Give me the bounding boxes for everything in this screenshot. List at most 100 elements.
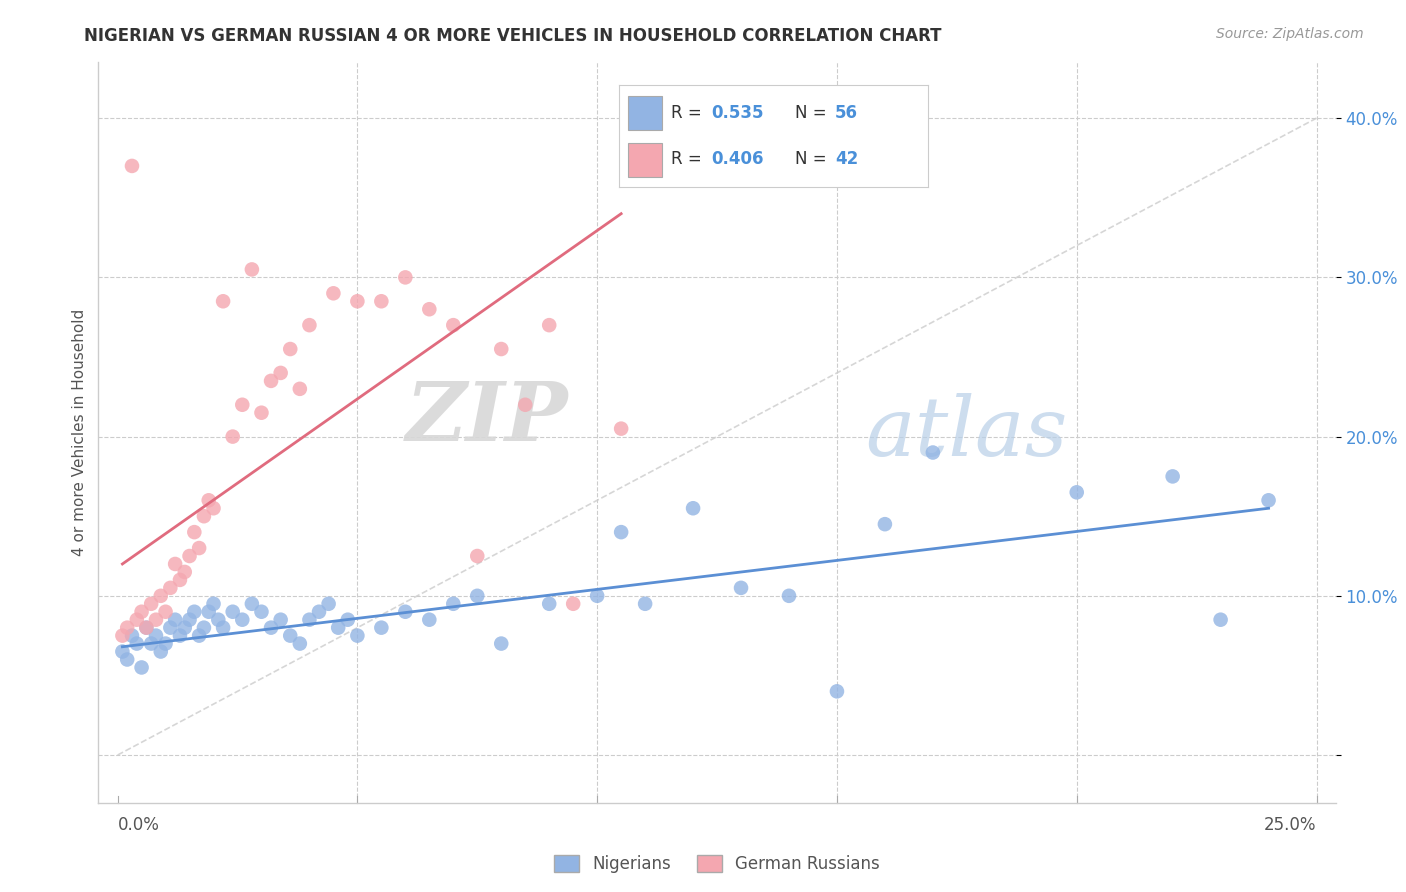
Point [270, 366, 292, 380]
Y-axis label: 4 or more Vehicles in Household: 4 or more Vehicles in Household [72, 309, 87, 557]
Point [193, 621, 215, 635]
Point [278, 342, 301, 356]
Point [278, 629, 301, 643]
Point [193, 509, 215, 524]
Point [610, 525, 633, 540]
Point [125, 637, 148, 651]
Point [159, 581, 181, 595]
Text: ZIP: ZIP [406, 378, 568, 458]
Point [222, 605, 245, 619]
Point [188, 629, 211, 643]
Point [1161, 469, 1184, 483]
Point [1257, 493, 1279, 508]
Point [131, 660, 153, 674]
Point [197, 493, 219, 508]
Point [322, 286, 344, 301]
Point [115, 621, 138, 635]
Point [370, 621, 392, 635]
Point [179, 613, 201, 627]
Point [159, 621, 181, 635]
Point [586, 589, 609, 603]
Point [207, 613, 229, 627]
Text: 56: 56 [835, 104, 858, 122]
Point [873, 517, 896, 532]
Point [250, 406, 273, 420]
Point [730, 581, 752, 595]
Text: R =: R = [671, 104, 707, 122]
Point [131, 605, 153, 619]
Text: 0.406: 0.406 [711, 150, 763, 168]
Point [155, 605, 177, 619]
Point [173, 565, 195, 579]
Point [240, 597, 263, 611]
Point [491, 342, 513, 356]
Point [115, 652, 138, 666]
Point [298, 613, 321, 627]
Point [179, 549, 201, 563]
Point [394, 605, 416, 619]
Point [346, 629, 368, 643]
Point [183, 605, 205, 619]
Point [308, 605, 330, 619]
Point [183, 525, 205, 540]
Point [538, 597, 561, 611]
Point [165, 557, 187, 571]
Point [418, 302, 440, 317]
Point [145, 613, 167, 627]
Point [169, 629, 191, 643]
Point [634, 597, 657, 611]
Point [155, 637, 177, 651]
FancyBboxPatch shape [628, 144, 662, 177]
Point [202, 501, 225, 516]
Point [260, 374, 283, 388]
Point [212, 294, 235, 309]
Point [135, 621, 157, 635]
Point [125, 613, 148, 627]
Text: 25.0%: 25.0% [1264, 815, 1316, 833]
FancyBboxPatch shape [628, 96, 662, 130]
Point [111, 644, 134, 658]
Text: N =: N = [794, 104, 832, 122]
Text: 0.535: 0.535 [711, 104, 763, 122]
Point [165, 613, 187, 627]
Point [212, 621, 235, 635]
Point [141, 597, 163, 611]
Point [270, 613, 292, 627]
Text: 0.0%: 0.0% [118, 815, 159, 833]
Text: Source: ZipAtlas.com: Source: ZipAtlas.com [1216, 27, 1364, 41]
Point [202, 597, 225, 611]
Point [346, 294, 368, 309]
Point [394, 270, 416, 285]
Point [491, 637, 513, 651]
Point [260, 621, 283, 635]
Point [111, 629, 134, 643]
Point [825, 684, 848, 698]
Point [173, 621, 195, 635]
Text: NIGERIAN VS GERMAN RUSSIAN 4 OR MORE VEHICLES IN HOUSEHOLD CORRELATION CHART: NIGERIAN VS GERMAN RUSSIAN 4 OR MORE VEH… [84, 27, 942, 45]
Text: N =: N = [794, 150, 832, 168]
Point [562, 597, 585, 611]
Point [169, 573, 191, 587]
Legend: Nigerians, German Russians: Nigerians, German Russians [548, 848, 886, 880]
Point [538, 318, 561, 333]
Point [418, 613, 440, 627]
Point [145, 629, 167, 643]
Point [441, 597, 464, 611]
Point [465, 589, 488, 603]
Point [121, 629, 143, 643]
Point [231, 613, 253, 627]
Point [318, 597, 340, 611]
Point [250, 605, 273, 619]
Point [240, 262, 263, 277]
Point [121, 159, 143, 173]
Point [515, 398, 537, 412]
Text: atlas: atlas [866, 392, 1069, 473]
Text: R =: R = [671, 150, 707, 168]
Point [222, 429, 245, 443]
Point [370, 294, 392, 309]
Point [610, 422, 633, 436]
Point [288, 637, 311, 651]
Point [149, 644, 172, 658]
Point [298, 318, 321, 333]
Point [336, 613, 359, 627]
